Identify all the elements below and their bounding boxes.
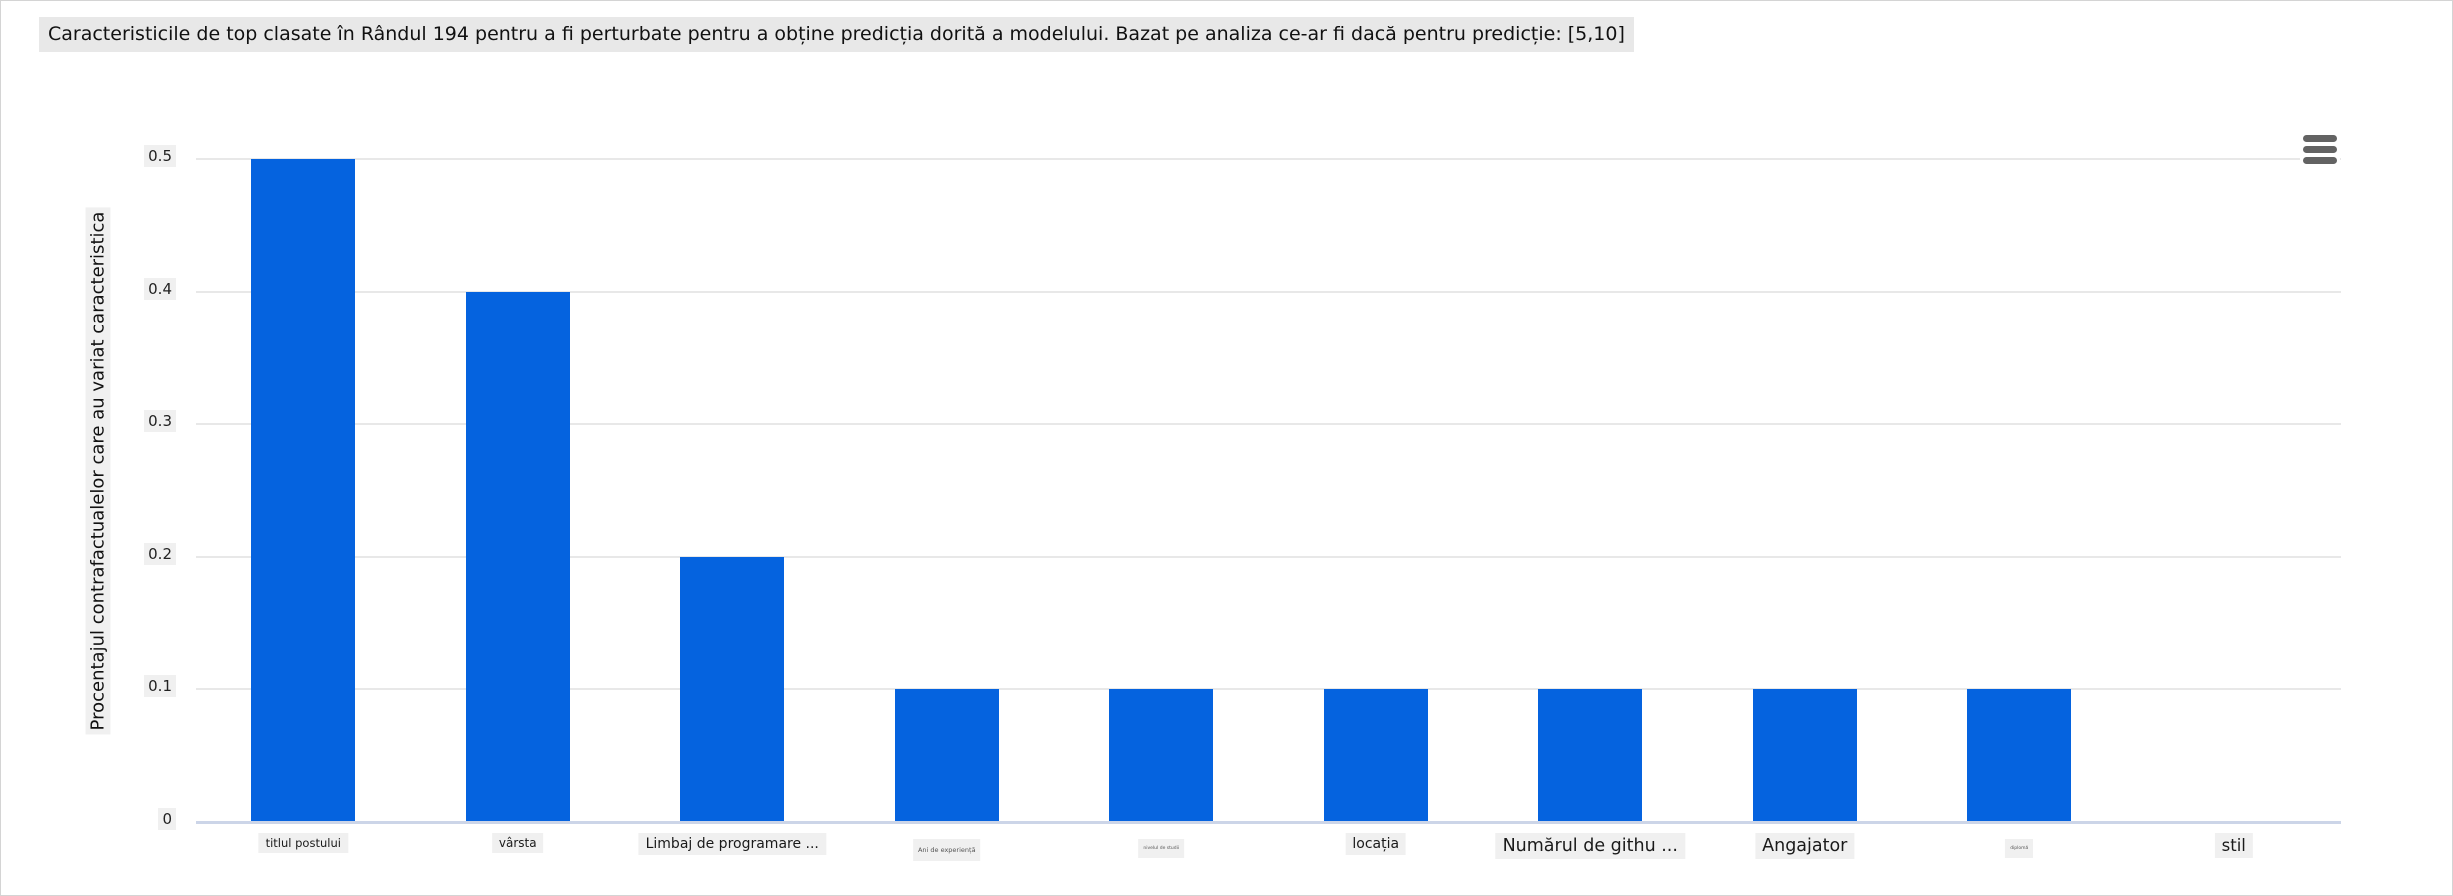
bar[interactable] <box>1967 689 2072 821</box>
x-tick-label: titlul postului <box>258 833 348 853</box>
x-tick-label: nivelul de studii <box>1138 839 1185 858</box>
gridline <box>196 688 2341 691</box>
gridline <box>196 555 2341 558</box>
modebar-menu-button hamburger-icon[interactable] <box>2303 135 2337 164</box>
x-tick-label: Angajator <box>1755 833 1855 859</box>
y-tick-label: 0.4 <box>106 277 176 300</box>
x-tick-label: Ani de experiență <box>912 839 981 861</box>
y-tick-label: 0.3 <box>106 410 176 433</box>
chart-title: Caracteristicile de top clasate în Rându… <box>39 17 1634 52</box>
gridline <box>196 423 2341 426</box>
bar[interactable] <box>894 689 999 821</box>
x-tick-label: Limbaj de programare ... <box>638 833 826 855</box>
y-tick-label: 0.1 <box>106 675 176 698</box>
x-tick-label: Numărul de githu ... <box>1495 833 1685 859</box>
gridline <box>196 290 2341 293</box>
x-tick-label: diplomă <box>2005 839 2034 858</box>
gridline <box>196 158 2341 160</box>
bar[interactable] <box>465 291 570 821</box>
bar[interactable] <box>1752 689 1857 821</box>
bar[interactable] <box>1109 689 1214 821</box>
y-tick-label: 0 <box>106 808 176 830</box>
x-tick-label: locația <box>1345 833 1407 855</box>
y-tick-label: 0.5 <box>106 145 176 167</box>
bar[interactable] <box>1323 689 1428 821</box>
y-axis-title: Procentajul contrafactualelor care au va… <box>85 207 111 735</box>
x-axis-line <box>196 821 2341 824</box>
x-tick-label: vârsta <box>491 833 544 853</box>
y-tick-label: 0.2 <box>106 542 176 565</box>
bar[interactable] <box>1538 689 1643 821</box>
modebar <box>2300 131 2340 168</box>
bar[interactable] <box>680 556 785 821</box>
x-tick-label: stil <box>2214 833 2253 858</box>
bar[interactable] <box>251 159 356 821</box>
